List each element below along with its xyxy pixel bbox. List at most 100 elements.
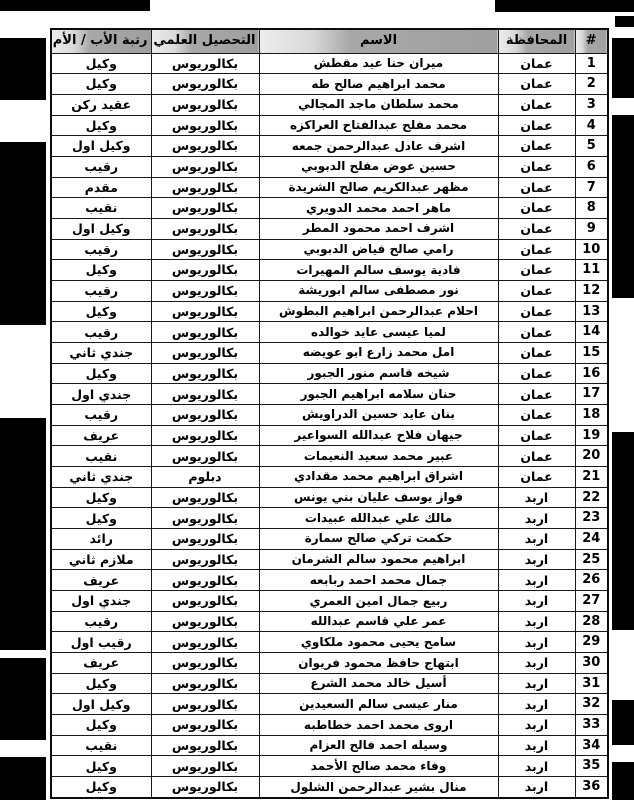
cell-education: بكالوريوس xyxy=(150,693,260,715)
cell-name: عمر علي قاسم عبدالله xyxy=(258,610,499,633)
cell-governorate: اربد xyxy=(497,734,576,757)
table-row: 20 عمان عبير محمد سعيد النعيمات بكالوريوس نق… xyxy=(50,445,609,467)
table-row: 27 اربد ربيع جمال امين العمري بكالوريوس جندي… xyxy=(50,589,609,612)
cell-rank: رقيب xyxy=(50,403,152,426)
cell-rank: نقيب xyxy=(50,445,152,467)
cell-governorate: عمان xyxy=(497,114,576,137)
table-row: 17 عمان حنان سلامه ابراهيم الجبور بكالوريوس… xyxy=(50,383,609,405)
cell-name: جمال محمد احمد ربابعه xyxy=(258,569,499,591)
cell-education: بكالوريوس xyxy=(150,507,260,529)
cell-num: 31 xyxy=(574,672,609,695)
cell-rank: وكيل xyxy=(50,672,152,695)
cell-num: 17 xyxy=(574,383,609,405)
cell-rank: نقيب xyxy=(50,734,152,757)
cell-rank: جندي اول xyxy=(50,383,152,405)
cell-governorate: اربد xyxy=(497,714,576,736)
cell-rank: وكيل xyxy=(50,486,152,509)
cell-name: اشراق ابراهيم محمد مقدادي xyxy=(258,465,499,488)
table-row: 1 عمان ميران حنا عيد مقطش بكالوريوس وكيل xyxy=(50,52,609,75)
cell-name: منال بشير عبدالرحمن الشلول xyxy=(258,776,499,799)
cell-rank: عريف xyxy=(50,569,152,591)
table-row: 31 اربد أسيل خالد محمد الشرع بكالوريوس وكيل xyxy=(50,672,609,695)
cell-education: بكالوريوس xyxy=(150,114,260,137)
cell-num: 15 xyxy=(574,341,609,364)
col-header-num: # xyxy=(574,28,609,54)
table-row: 10 عمان رامي صالح فياض الدبوبي بكالوريوس رقي… xyxy=(50,238,609,261)
cell-rank: رقيب اول xyxy=(50,631,152,653)
cell-num: 20 xyxy=(574,445,609,467)
cell-education: بكالوريوس xyxy=(150,714,260,736)
cell-num: 8 xyxy=(574,197,609,219)
scan-artifact xyxy=(0,38,46,100)
cell-rank: عريف xyxy=(50,651,152,674)
cell-governorate: عمان xyxy=(497,341,576,364)
cell-name: ماهر احمد محمد الدويري xyxy=(258,197,499,219)
cell-governorate: عمان xyxy=(497,362,576,385)
cell-governorate: اربد xyxy=(497,755,576,778)
cell-governorate: عمان xyxy=(497,238,576,261)
cell-education: بكالوريوس xyxy=(150,424,260,447)
cell-rank: رقيب xyxy=(50,238,152,261)
table-row: 2 عمان محمد ابراهيم صالح طه بكالوريوس وكيل xyxy=(50,73,609,95)
cell-rank: رقيب xyxy=(50,610,152,633)
cell-rank: وكيل اول xyxy=(50,135,152,157)
cell-name: نور مصطفى سالم ابوريشة xyxy=(258,279,499,302)
scan-artifact xyxy=(612,38,634,98)
table-row: 11 عمان فادية يوسف سالم المهيرات بكالوريوس و… xyxy=(50,259,609,281)
cell-education: بكالوريوس xyxy=(150,279,260,302)
cell-num: 18 xyxy=(574,403,609,426)
cell-name: مظهر عبدالكريم صالح الشريدة xyxy=(258,176,499,199)
cell-governorate: عمان xyxy=(497,445,576,467)
cell-education: بكالوريوس xyxy=(150,217,260,240)
cell-governorate: عمان xyxy=(497,383,576,405)
cell-name: رامي صالح فياض الدبوبي xyxy=(258,238,499,261)
cell-governorate: عمان xyxy=(497,217,576,240)
scan-artifact xyxy=(612,432,634,630)
cell-num: 32 xyxy=(574,693,609,715)
cell-num: 24 xyxy=(574,527,609,550)
cell-education: بكالوريوس xyxy=(150,93,260,116)
cell-name: اشرف احمد محمود المطر xyxy=(258,217,499,240)
cell-num: 6 xyxy=(574,155,609,178)
cell-education: بكالوريوس xyxy=(150,755,260,778)
cell-num: 5 xyxy=(574,135,609,157)
cell-num: 33 xyxy=(574,714,609,736)
cell-num: 34 xyxy=(574,734,609,757)
cell-rank: وكيل xyxy=(50,507,152,529)
cell-governorate: اربد xyxy=(497,610,576,633)
cell-education: دبلوم xyxy=(150,465,260,488)
table-row: 4 عمان محمد مفلح عبدالفتاح العراكزه بكالوري… xyxy=(50,114,609,137)
cell-education: بكالوريوس xyxy=(150,362,260,385)
cell-governorate: اربد xyxy=(497,548,576,571)
cell-education: بكالوريوس xyxy=(150,73,260,95)
cell-governorate: اربد xyxy=(497,672,576,695)
cell-governorate: عمان xyxy=(497,155,576,178)
cell-education: بكالوريوس xyxy=(150,589,260,612)
cell-rank: وكيل xyxy=(50,714,152,736)
cell-governorate: اربد xyxy=(497,527,576,550)
cell-num: 28 xyxy=(574,610,609,633)
cell-governorate: عمان xyxy=(497,135,576,157)
cell-name: محمد سلطان ماجد المجالي xyxy=(258,93,499,116)
cell-num: 25 xyxy=(574,548,609,571)
cell-num: 22 xyxy=(574,486,609,509)
cell-name: وسيله احمد فالح العزام xyxy=(258,734,499,757)
scan-artifact xyxy=(0,757,46,800)
table-row: 19 عمان جيهان فلاح عبدالله السواعير بكالوري… xyxy=(50,424,609,447)
cell-num: 27 xyxy=(574,589,609,612)
cell-governorate: عمان xyxy=(497,197,576,219)
scan-artifact xyxy=(0,0,150,11)
cell-education: بكالوريوس xyxy=(150,631,260,653)
cell-education: بكالوريوس xyxy=(150,403,260,426)
table-row: 21 عمان اشراق ابراهيم محمد مقدادي دبلوم جندي… xyxy=(50,465,609,488)
cell-rank: ملازم ثاني xyxy=(50,548,152,571)
cell-name: حكمت تركي صالح سمارة xyxy=(258,527,499,550)
cell-name: لميا عيسى عايد خوالده xyxy=(258,321,499,343)
table-row: 8 عمان ماهر احمد محمد الدويري بكالوريوس نقيب xyxy=(50,197,609,219)
cell-num: 35 xyxy=(574,755,609,778)
cell-education: بكالوريوس xyxy=(150,651,260,674)
cell-rank: رائد xyxy=(50,527,152,550)
table-row: 36 اربد منال بشير عبدالرحمن الشلول بكالوريو… xyxy=(50,776,609,799)
cell-governorate: عمان xyxy=(497,465,576,488)
cell-education: بكالوريوس xyxy=(150,527,260,550)
